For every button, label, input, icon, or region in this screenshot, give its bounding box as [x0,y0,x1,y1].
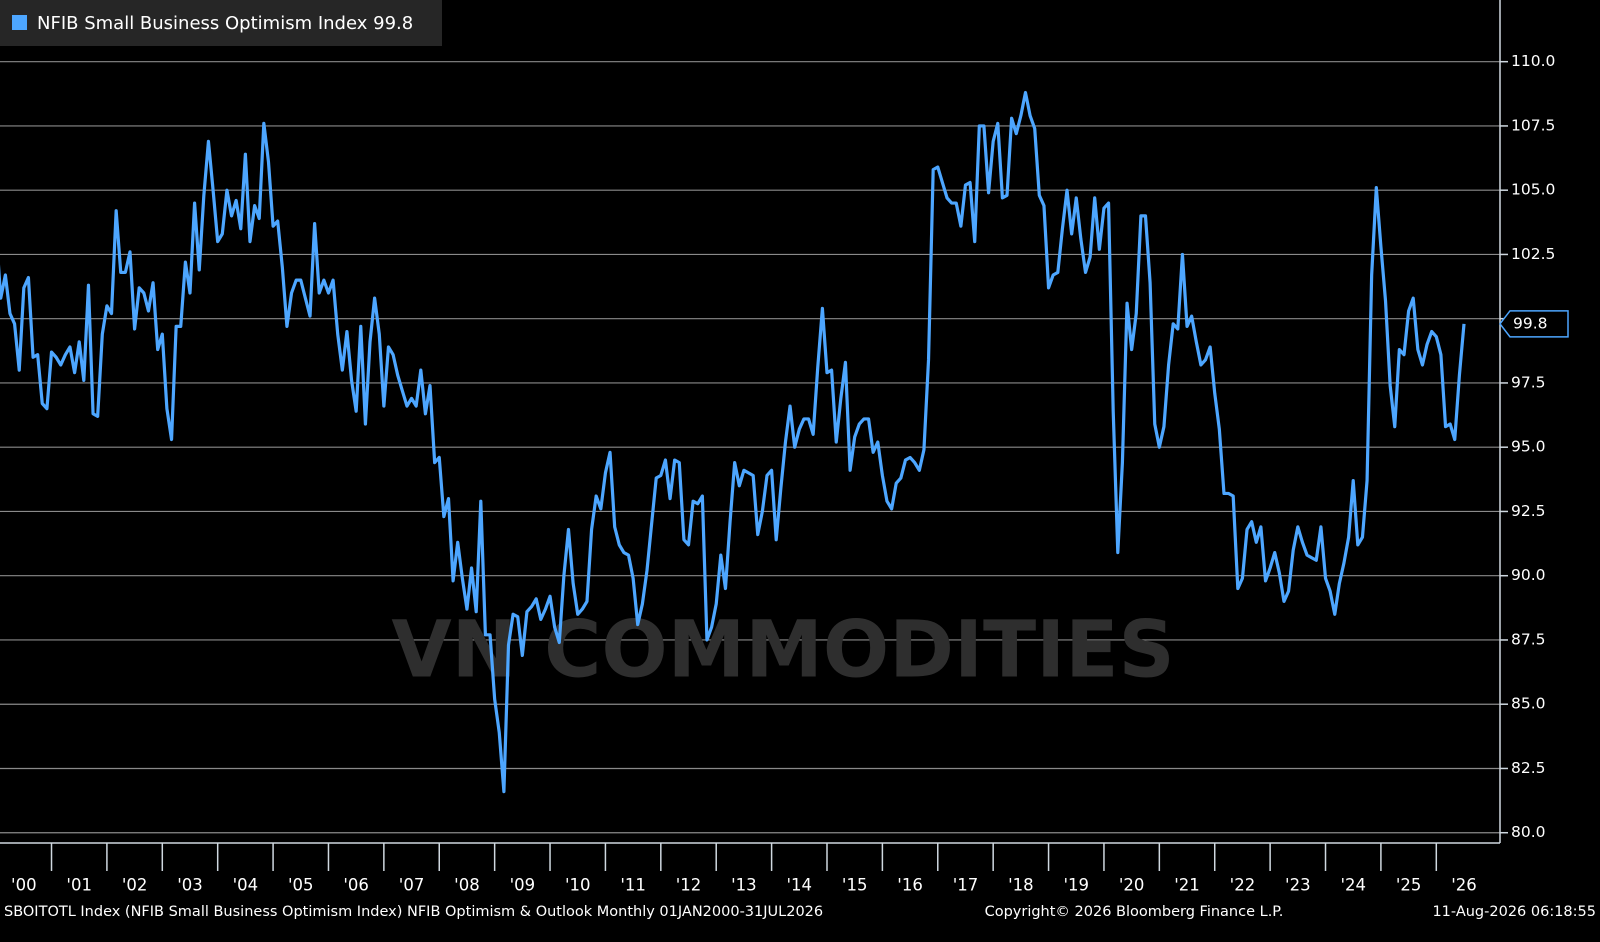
x-tick-label: '02 [122,876,148,895]
x-tick-label: '15 [842,876,868,895]
y-tick-label: 90.0 [1511,566,1546,584]
legend-box [0,0,442,46]
axes: 80.082.585.087.590.092.595.097.5100.0102… [0,0,1569,895]
plot-area [0,90,1466,794]
y-tick-label: 110.0 [1511,52,1555,70]
x-tick-label: '25 [1396,876,1422,895]
x-tick-label: '24 [1340,876,1366,895]
y-tick-label: 80.0 [1511,823,1546,841]
x-tick-label: '08 [454,876,480,895]
y-tick-label: 107.5 [1511,116,1555,134]
x-tick-label: '19 [1063,876,1089,895]
x-tick-label: '22 [1230,876,1256,895]
y-tick-label: 82.5 [1511,759,1546,777]
x-tick-label: '14 [787,876,813,895]
y-tick-label: 87.5 [1511,630,1546,648]
x-tick-label: '07 [399,876,425,895]
footer-copyright: Copyright© 2026 Bloomberg Finance L.P. [985,904,1284,920]
legend-swatch [12,15,27,30]
x-tick-label: '16 [897,876,923,895]
x-tick-label: '01 [66,876,92,895]
y-tick-label: 85.0 [1511,695,1546,713]
y-tick-label: 97.5 [1511,373,1546,391]
x-tick-label: '12 [676,876,702,895]
x-tick-label: '10 [565,876,591,895]
x-tick-label: '17 [953,876,979,895]
footer-timestamp: 11-Aug-2026 06:18:55 [1432,904,1596,920]
x-tick-label: '03 [177,876,203,895]
x-tick-label: '11 [620,876,646,895]
x-tick-label: '00 [11,876,37,895]
x-tick-label: '18 [1008,876,1034,895]
x-tick-label: '20 [1119,876,1145,895]
x-tick-label: '09 [510,876,536,895]
y-tick-label: 102.5 [1511,245,1555,263]
legend-label: NFIB Small Business Optimism Index 99.8 [37,13,413,34]
x-tick-label: '13 [731,876,757,895]
x-tick-label: '23 [1285,876,1311,895]
x-tick-label: '04 [233,876,259,895]
y-tick-label: 95.0 [1511,438,1546,456]
footer-source: SBOITOTL Index (NFIB Small Business Opti… [4,904,823,920]
x-tick-label: '21 [1174,876,1200,895]
grid [0,61,1500,834]
y-tick-label: 92.5 [1511,502,1546,520]
x-tick-label: '06 [343,876,369,895]
last-value-tag [1499,310,1569,338]
series-line [0,90,1466,794]
legend-last-value: 99.8 [373,13,413,34]
legend-name: NFIB Small Business Optimism Index [37,13,368,34]
x-tick-label: '26 [1451,876,1477,895]
x-tick-label: '05 [288,876,314,895]
y-tick-label: 105.0 [1511,181,1555,199]
last-value-label: 99.8 [1513,314,1548,332]
